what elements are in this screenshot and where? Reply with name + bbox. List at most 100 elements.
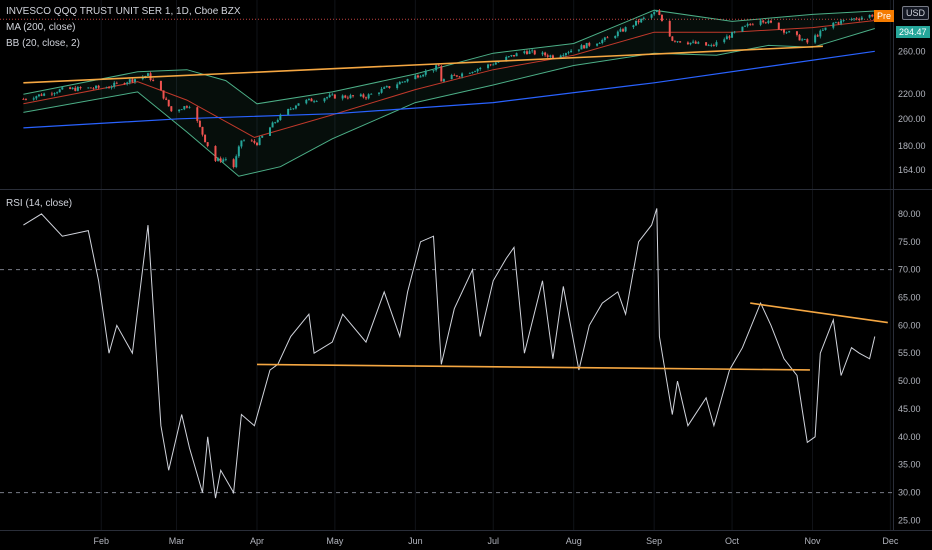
candle-body[interactable] xyxy=(255,142,258,146)
candle-body[interactable] xyxy=(567,52,570,54)
candle-body[interactable] xyxy=(97,85,100,88)
candle-body[interactable] xyxy=(95,85,98,89)
rsi-line[interactable] xyxy=(23,208,876,499)
bollinger-basis-line[interactable] xyxy=(23,20,875,138)
candle-body[interactable] xyxy=(367,94,370,99)
candle-body[interactable] xyxy=(764,22,767,24)
candle-body[interactable] xyxy=(315,101,318,103)
candle-body[interactable] xyxy=(798,34,801,41)
candle-body[interactable] xyxy=(461,73,464,77)
price-axis[interactable]: 260.00 220.00 200.00 180.00 164.00 80.00 75.00… xyxy=(898,46,926,525)
candle-body[interactable] xyxy=(622,29,625,32)
candle-body[interactable] xyxy=(619,29,622,32)
candle-body[interactable] xyxy=(323,98,326,102)
candle-body[interactable] xyxy=(653,12,656,15)
bollinger-upper-line[interactable] xyxy=(23,9,875,105)
candle-body[interactable] xyxy=(235,156,238,168)
candle-body[interactable] xyxy=(188,107,191,109)
candle-body[interactable] xyxy=(858,19,861,20)
rsi-resistance-line[interactable] xyxy=(750,302,888,324)
candle-body[interactable] xyxy=(167,99,170,107)
candle-body[interactable] xyxy=(159,80,162,91)
rsi-support-line[interactable] xyxy=(256,363,810,371)
candle-body[interactable] xyxy=(635,20,638,26)
candle-body[interactable] xyxy=(769,20,772,23)
candle-body[interactable] xyxy=(113,82,116,87)
candle-body[interactable] xyxy=(403,81,406,83)
candle-body[interactable] xyxy=(564,53,567,56)
candle-body[interactable] xyxy=(110,86,113,88)
candle-body[interactable] xyxy=(232,159,235,168)
candle-body[interactable] xyxy=(450,75,453,80)
candle-body[interactable] xyxy=(453,75,456,76)
candle-body[interactable] xyxy=(432,70,435,72)
candle-body[interactable] xyxy=(50,93,53,95)
candle-body[interactable] xyxy=(596,43,599,46)
candle-body[interactable] xyxy=(673,40,676,42)
candle-body[interactable] xyxy=(583,45,586,49)
candle-body[interactable] xyxy=(512,55,515,57)
candle-body[interactable] xyxy=(541,52,544,55)
candle-body[interactable] xyxy=(406,79,409,82)
candle-body[interactable] xyxy=(346,97,349,99)
candle-body[interactable] xyxy=(723,39,726,43)
rsi-legend[interactable]: RSI (14, close) xyxy=(6,198,73,209)
candle-body[interactable] xyxy=(850,19,853,21)
candle-body[interactable] xyxy=(416,75,419,78)
candle-body[interactable] xyxy=(198,120,201,127)
candle-body[interactable] xyxy=(759,20,762,25)
candle-body[interactable] xyxy=(440,66,443,82)
candle-body[interactable] xyxy=(525,51,528,54)
candle-body[interactable] xyxy=(660,14,663,21)
candle-body[interactable] xyxy=(261,135,264,138)
candle-body[interactable] xyxy=(424,71,427,75)
candle-body[interactable] xyxy=(289,108,292,110)
candle-body[interactable] xyxy=(871,14,874,17)
candle-body[interactable] xyxy=(56,92,59,94)
candle-body[interactable] xyxy=(243,140,246,142)
candle-body[interactable] xyxy=(782,29,785,33)
candle-body[interactable] xyxy=(201,126,204,135)
candle-body[interactable] xyxy=(733,31,736,33)
candle-body[interactable] xyxy=(359,94,362,97)
candle-body[interactable] xyxy=(819,30,822,37)
candle-body[interactable] xyxy=(640,18,643,23)
candle-body[interactable] xyxy=(544,52,547,56)
candle-body[interactable] xyxy=(126,82,129,85)
candle-body[interactable] xyxy=(487,64,490,68)
candle-body[interactable] xyxy=(751,24,754,26)
candle-body[interactable] xyxy=(253,140,256,143)
candle-body[interactable] xyxy=(71,87,74,89)
candle-body[interactable] xyxy=(398,82,401,85)
candle-body[interactable] xyxy=(710,45,713,46)
candle-body[interactable] xyxy=(152,79,155,81)
candle-body[interactable] xyxy=(803,39,806,40)
candle-body[interactable] xyxy=(250,140,253,142)
symbol-title[interactable]: INVESCO QQQ TRUST UNIT SER 1, 1D, Cboe B… xyxy=(6,6,241,17)
candle-body[interactable] xyxy=(689,42,692,45)
candle-body[interactable] xyxy=(533,50,536,55)
candle-body[interactable] xyxy=(632,25,635,28)
candle-body[interactable] xyxy=(458,76,461,78)
candle-body[interactable] xyxy=(824,27,827,30)
candle-body[interactable] xyxy=(258,137,261,146)
candle-body[interactable] xyxy=(868,14,871,18)
premarket-badge[interactable]: Pre xyxy=(874,10,895,22)
candle-body[interactable] xyxy=(614,35,617,38)
ma-200-line[interactable] xyxy=(23,50,875,129)
candle-body[interactable] xyxy=(196,107,199,121)
candle-body[interactable] xyxy=(562,55,565,56)
candle-body[interactable] xyxy=(642,17,645,19)
candle-body[interactable] xyxy=(40,94,43,96)
candle-body[interactable] xyxy=(74,87,77,91)
candle-body[interactable] xyxy=(601,40,604,44)
candle-body[interactable] xyxy=(606,37,609,39)
candle-body[interactable] xyxy=(204,134,207,143)
candle-body[interactable] xyxy=(183,106,186,110)
candle-body[interactable] xyxy=(785,32,788,34)
candle-body[interactable] xyxy=(507,56,510,58)
candle-body[interactable] xyxy=(240,140,243,147)
candle-body[interactable] xyxy=(268,127,271,136)
candle-body[interactable] xyxy=(741,26,744,32)
candle-body[interactable] xyxy=(585,42,588,49)
